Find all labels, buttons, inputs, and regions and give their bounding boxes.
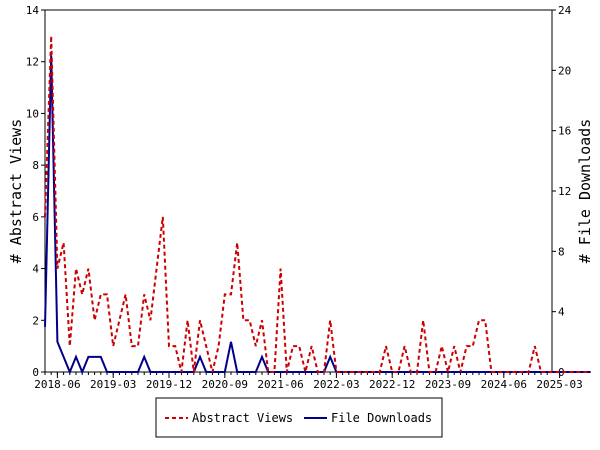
right-tick-label-6: 24 <box>558 4 572 17</box>
x-tick-label-8: 2024-06 <box>481 378 527 391</box>
left-tick-label-7: 14 <box>26 4 40 17</box>
right-tick-label-3: 12 <box>558 185 571 198</box>
x-axis: 2018-06 2019-03 2019-12 2020-09 2021-06 2022-… <box>34 372 583 391</box>
left-tick-label-6: 12 <box>26 56 39 69</box>
right-tick-label-5: 20 <box>558 64 571 77</box>
left-tick-label-1: 2 <box>32 314 39 327</box>
right-tick-label-1: 4 <box>558 306 565 319</box>
x-tick-label-4: 2021-06 <box>257 378 303 391</box>
legend-label-abstract-views: Abstract Views <box>192 411 293 425</box>
legend: Abstract Views File Downloads <box>155 397 443 438</box>
x-tick-label-0: 2018-06 <box>34 378 80 391</box>
right-tick-label-4: 16 <box>558 125 571 138</box>
x-tick-label-9: 2025-03 <box>536 378 582 391</box>
left-tick-label-0: 0 <box>32 366 39 379</box>
x-tick-label-1: 2019-03 <box>90 378 136 391</box>
right-tick-label-2: 8 <box>558 245 565 258</box>
series-line-abstract-views <box>44 35 591 373</box>
series-layer <box>44 35 591 375</box>
left-tick-label-3: 6 <box>32 211 39 224</box>
x-tick-label-5: 2022-03 <box>313 378 359 391</box>
legend-label-file-downloads: File Downloads <box>331 411 432 425</box>
x-tick-label-2: 2019-12 <box>146 378 192 391</box>
x-tick-label-7: 2023-09 <box>425 378 471 391</box>
left-tick-label-4: 8 <box>32 159 39 172</box>
left-axis-label: # Abstract Views <box>7 119 25 264</box>
series-line-file-downloads <box>44 55 591 375</box>
right-axis-label: # File Downloads <box>576 119 594 264</box>
left-tick-label-5: 10 <box>26 107 39 120</box>
legend-box <box>155 397 443 438</box>
x-tick-label-3: 2020-09 <box>202 378 248 391</box>
left-tick-label-2: 4 <box>32 263 39 276</box>
left-axis: 0 2 4 6 8 10 12 14 <box>26 4 45 379</box>
x-tick-label-6: 2022-12 <box>369 378 415 391</box>
